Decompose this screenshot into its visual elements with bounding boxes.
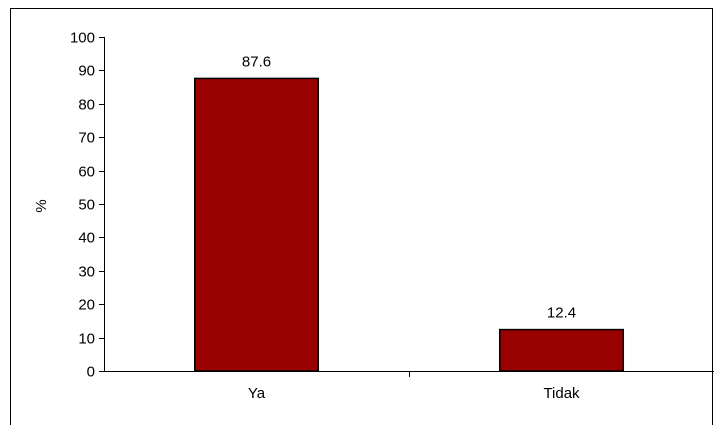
x-tick-label: Ya — [248, 385, 266, 402]
x-axis-ticks: Ya Tidak — [248, 371, 580, 402]
y-tick-label: 90 — [78, 63, 95, 80]
y-tick-label: 100 — [70, 30, 95, 47]
y-tick-label: 70 — [78, 130, 95, 147]
bars-group: 87.6 12.4 — [193, 53, 625, 372]
y-tick-label: 10 — [78, 331, 95, 348]
bar-ya — [193, 77, 320, 372]
y-tick-label: 0 — [87, 364, 95, 381]
y-axis-ticks: 0 10 20 30 40 50 60 70 80 90 100 — [70, 30, 105, 381]
y-tick-label: 30 — [78, 264, 95, 281]
y-tick-label: 80 — [78, 97, 95, 114]
y-tick-label: 50 — [78, 197, 95, 214]
y-tick-label: 40 — [78, 230, 95, 247]
y-tick-label: 20 — [78, 297, 95, 314]
data-label: 12.4 — [547, 305, 576, 322]
x-tick-label: Tidak — [543, 385, 580, 402]
y-tick-label: 60 — [78, 164, 95, 181]
bar-tidak — [498, 328, 625, 372]
y-axis-title: % — [33, 199, 50, 212]
data-label: 87.6 — [242, 53, 271, 70]
